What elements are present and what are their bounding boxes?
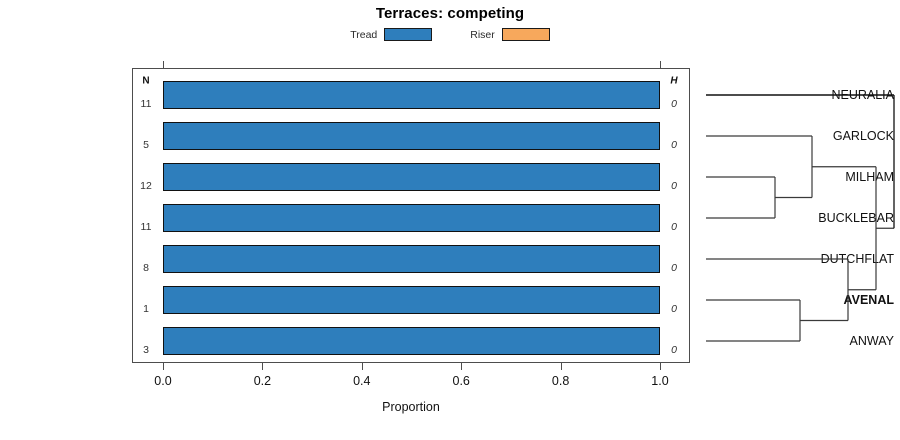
h-value-avenal: 0 [671, 303, 677, 315]
h-value-neuralia: 0 [671, 98, 677, 110]
chart-title: Terraces: competing [375, 5, 525, 22]
bar-segment-tread [164, 164, 659, 190]
bar-bucklebar[interactable] [163, 204, 660, 232]
x-tick-label: 0.4 [353, 374, 371, 388]
bar-segment-tread [164, 205, 659, 231]
bar-segment-tread [164, 82, 659, 108]
bar-segment-tread [164, 328, 659, 354]
legend-item-tread[interactable]: Tread [350, 28, 433, 41]
row-label-milham[interactable]: MILHAM [845, 170, 894, 184]
n-value-bucklebar: 11 [140, 221, 152, 233]
h-value-garlock: 0 [671, 139, 677, 151]
row-label-avenal[interactable]: AVENAL [843, 293, 894, 307]
bar-anway[interactable] [163, 327, 660, 355]
h-value-milham: 0 [671, 180, 677, 192]
x-tick-mark [660, 363, 661, 370]
n-value-dutchflat: 8 [143, 262, 149, 274]
x-tick-label: 0.0 [154, 374, 172, 388]
bar-segment-tread [164, 123, 659, 149]
x-tick-label: 0.8 [551, 374, 570, 388]
bar-milham[interactable] [163, 163, 660, 191]
n-value-anway: 3 [143, 344, 149, 356]
x-tick-mark-top [163, 61, 164, 68]
n-value-neuralia: 11 [140, 98, 152, 110]
bar-segment-tread [164, 246, 659, 272]
legend-item-riser[interactable]: Riser [470, 28, 550, 41]
x-tick-mark [262, 363, 264, 370]
bar-segment-tread [164, 287, 659, 313]
row-label-bucklebar[interactable]: BUCKLEBAR [818, 211, 894, 225]
x-tick-mark [560, 363, 562, 370]
x-tick-mark [361, 363, 363, 370]
bar-neuralia[interactable] [163, 81, 660, 109]
x-tick-label: 0.6 [452, 374, 470, 388]
legend-label-riser: Riser [470, 28, 495, 41]
x-axis-title: Proportion [382, 400, 440, 414]
n-column-header: N [142, 75, 150, 87]
chart-legend: Tread Riser [0, 28, 900, 41]
x-tick-mark-top [660, 61, 661, 68]
x-tick-mark [461, 363, 463, 370]
legend-swatch-riser [501, 28, 550, 41]
x-tick-label: 1.0 [651, 374, 669, 388]
bar-dutchflat[interactable] [163, 245, 660, 273]
row-label-anway[interactable]: ANWAY [849, 334, 894, 348]
h-value-anway: 0 [671, 344, 677, 356]
n-value-avenal: 1 [143, 303, 149, 315]
x-tick-mark [163, 363, 164, 370]
legend-swatch-tread [384, 28, 433, 41]
bar-avenal[interactable] [163, 286, 660, 314]
n-value-milham: 12 [140, 180, 152, 192]
h-value-dutchflat: 0 [671, 262, 677, 274]
legend-label-tread: Tread [350, 28, 378, 41]
x-tick-label: 0.2 [253, 374, 272, 388]
bar-garlock[interactable] [163, 122, 660, 150]
h-column-header: H [670, 75, 678, 87]
h-value-bucklebar: 0 [671, 221, 677, 233]
dendrogram [706, 94, 895, 342]
row-label-garlock[interactable]: GARLOCK [832, 129, 894, 143]
n-value-garlock: 5 [143, 139, 149, 151]
